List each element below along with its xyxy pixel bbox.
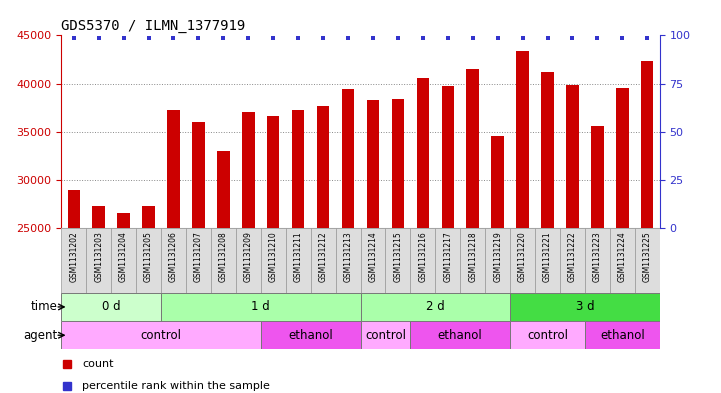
- Text: GSM1131215: GSM1131215: [394, 231, 402, 282]
- Text: GSM1131213: GSM1131213: [343, 231, 353, 282]
- Bar: [211, 228, 236, 293]
- Text: percentile rank within the sample: percentile rank within the sample: [82, 381, 270, 391]
- Bar: [317, 106, 329, 228]
- Bar: [161, 293, 360, 321]
- Bar: [92, 206, 105, 228]
- Bar: [193, 122, 205, 228]
- Bar: [236, 228, 261, 293]
- Text: GSM1131214: GSM1131214: [368, 231, 378, 282]
- Bar: [286, 228, 311, 293]
- Bar: [392, 99, 404, 228]
- Bar: [460, 228, 485, 293]
- Text: control: control: [527, 329, 568, 342]
- Bar: [386, 228, 410, 293]
- Bar: [560, 228, 585, 293]
- Bar: [87, 228, 111, 293]
- Text: GSM1131218: GSM1131218: [468, 231, 477, 282]
- Bar: [641, 61, 653, 228]
- Bar: [61, 228, 87, 293]
- Text: GSM1131202: GSM1131202: [69, 231, 79, 282]
- Text: control: control: [141, 329, 182, 342]
- Bar: [541, 72, 554, 228]
- Text: GSM1131208: GSM1131208: [219, 231, 228, 282]
- Bar: [61, 293, 161, 321]
- Bar: [68, 190, 80, 228]
- Text: GSM1131224: GSM1131224: [618, 231, 627, 282]
- Bar: [111, 228, 136, 293]
- Text: GSM1131211: GSM1131211: [293, 231, 303, 282]
- Bar: [292, 110, 304, 228]
- Text: GSM1131210: GSM1131210: [269, 231, 278, 282]
- Bar: [610, 228, 634, 293]
- Bar: [142, 206, 155, 228]
- Text: ethanol: ethanol: [438, 329, 482, 342]
- Bar: [261, 321, 360, 349]
- Bar: [161, 228, 186, 293]
- Text: GSM1131216: GSM1131216: [418, 231, 428, 282]
- Text: GSM1131220: GSM1131220: [518, 231, 527, 282]
- Text: GSM1131205: GSM1131205: [144, 231, 153, 282]
- Bar: [186, 228, 211, 293]
- Bar: [410, 321, 510, 349]
- Text: 1 d: 1 d: [252, 300, 270, 314]
- Text: time: time: [31, 300, 58, 314]
- Text: GSM1131221: GSM1131221: [543, 231, 552, 282]
- Bar: [435, 228, 460, 293]
- Bar: [510, 321, 585, 349]
- Bar: [616, 88, 629, 228]
- Bar: [510, 293, 660, 321]
- Text: GSM1131206: GSM1131206: [169, 231, 178, 282]
- Text: GSM1131207: GSM1131207: [194, 231, 203, 282]
- Bar: [217, 151, 229, 228]
- Text: GSM1131212: GSM1131212: [319, 231, 327, 282]
- Text: 0 d: 0 d: [102, 300, 120, 314]
- Bar: [242, 112, 255, 228]
- Text: GSM1131223: GSM1131223: [593, 231, 602, 282]
- Bar: [360, 228, 386, 293]
- Text: GSM1131217: GSM1131217: [443, 231, 452, 282]
- Text: agent: agent: [23, 329, 58, 342]
- Bar: [167, 110, 180, 228]
- Bar: [417, 78, 429, 228]
- Text: GSM1131209: GSM1131209: [244, 231, 253, 282]
- Bar: [516, 51, 528, 228]
- Text: GSM1131222: GSM1131222: [568, 231, 577, 282]
- Text: 3 d: 3 d: [575, 300, 594, 314]
- Text: GDS5370 / ILMN_1377919: GDS5370 / ILMN_1377919: [61, 19, 246, 33]
- Bar: [118, 213, 130, 228]
- Bar: [267, 116, 280, 228]
- Bar: [535, 228, 560, 293]
- Bar: [492, 136, 504, 228]
- Text: GSM1131219: GSM1131219: [493, 231, 502, 282]
- Bar: [585, 321, 660, 349]
- Bar: [591, 126, 603, 228]
- Text: GSM1131203: GSM1131203: [94, 231, 103, 282]
- Bar: [566, 85, 579, 228]
- Bar: [61, 321, 261, 349]
- Bar: [466, 69, 479, 228]
- Bar: [342, 89, 354, 228]
- Text: control: control: [365, 329, 406, 342]
- Text: ethanol: ethanol: [600, 329, 645, 342]
- Bar: [410, 228, 435, 293]
- Text: GSM1131204: GSM1131204: [119, 231, 128, 282]
- Text: 2 d: 2 d: [426, 300, 445, 314]
- Text: count: count: [82, 359, 114, 369]
- Bar: [360, 293, 510, 321]
- Bar: [510, 228, 535, 293]
- Bar: [585, 228, 610, 293]
- Bar: [360, 321, 410, 349]
- Text: GSM1131225: GSM1131225: [642, 231, 652, 282]
- Bar: [485, 228, 510, 293]
- Text: ethanol: ethanol: [288, 329, 333, 342]
- Bar: [311, 228, 335, 293]
- Bar: [136, 228, 161, 293]
- Bar: [335, 228, 360, 293]
- Bar: [441, 86, 454, 228]
- Bar: [634, 228, 660, 293]
- Bar: [367, 100, 379, 228]
- Bar: [261, 228, 286, 293]
